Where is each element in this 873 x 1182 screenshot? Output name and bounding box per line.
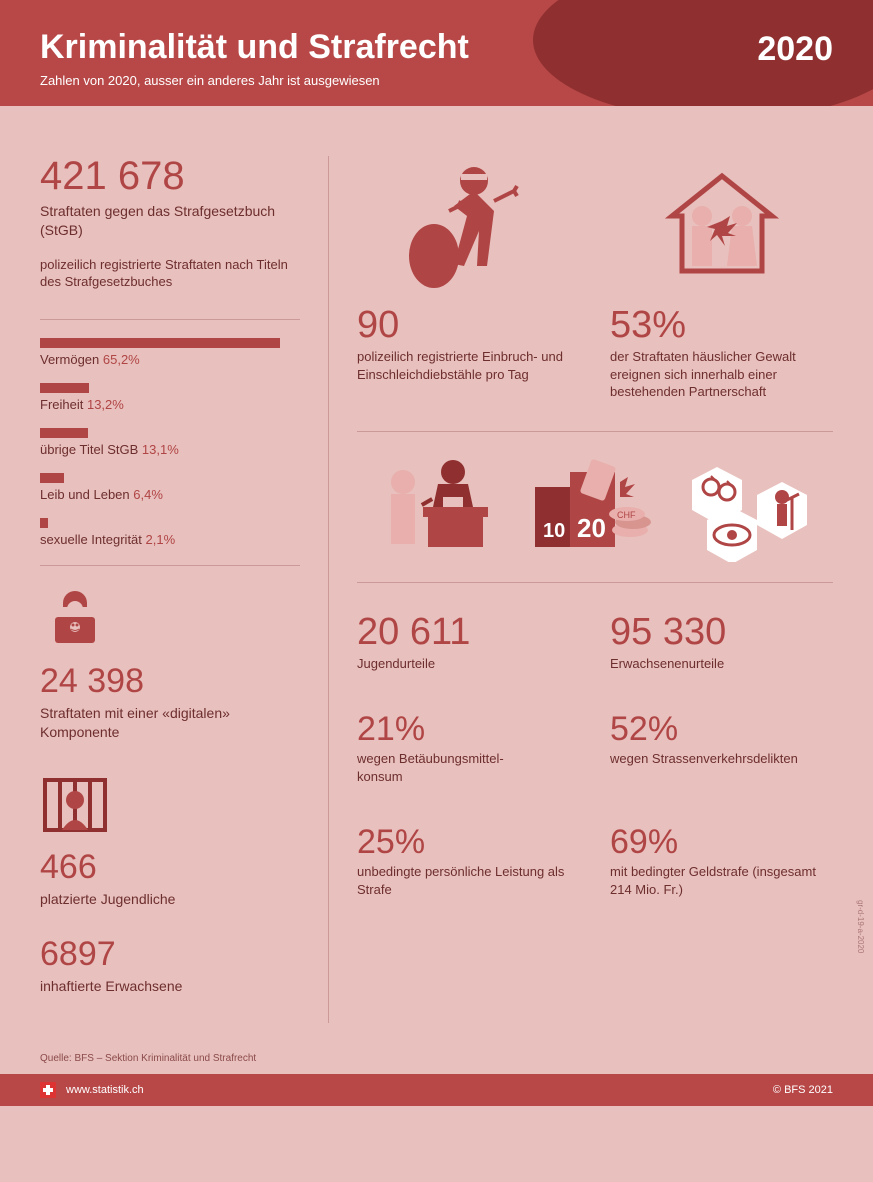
placed-youth-label: platzierte Jugendliche — [40, 890, 300, 909]
footer-copyright: © BFS 2021 — [773, 1084, 833, 1096]
placed-youth-value: 466 — [40, 850, 300, 884]
divider — [40, 319, 300, 320]
source-line: Quelle: BFS – Sektion Kriminalität und S… — [0, 1043, 873, 1074]
supervision-icon — [687, 452, 817, 562]
svg-text:20: 20 — [577, 513, 606, 543]
adult-verdicts-block: 95 330 Erwachsenenurteile — [610, 613, 833, 673]
bar-row: Freiheit 13,2% — [40, 383, 300, 412]
burglary-value: 90 — [357, 306, 580, 344]
digital-crimes-value: 24 398 — [40, 664, 300, 698]
side-reference-code: gr-d-19-a-2020 — [856, 900, 865, 953]
house-conflict-icon — [610, 156, 833, 296]
domestic-label: der Straftaten häuslicher Gewalt ereigne… — [610, 348, 833, 401]
youth-sub1-value: 21% — [357, 712, 580, 746]
footer-bar: www.statistik.ch © BFS 2021 — [0, 1074, 873, 1106]
swiss-cross-icon — [40, 1082, 56, 1098]
bar-label: Leib und Leben 6,4% — [40, 487, 300, 502]
domestic-value: 53% — [610, 306, 833, 344]
hacker-icon — [40, 584, 120, 654]
header-year: 2020 — [757, 30, 833, 69]
bar-row: sexuelle Integrität 2,1% — [40, 518, 300, 547]
fine-money-icon: 10 20 CHF — [525, 452, 655, 562]
header-bar: Kriminalität und Strafrecht 2020 Zahlen … — [0, 0, 873, 106]
placed-youth-block: 466 platzierte Jugendliche — [40, 770, 300, 909]
youth-sub2-value: 25% — [357, 825, 580, 859]
digital-crimes-block: 24 398 Straftaten mit einer «digitalen» … — [40, 584, 300, 742]
inmates-label: inhaftierte Erwachsene — [40, 977, 300, 996]
domestic-violence-block: 53% der Straftaten häuslicher Gewalt ere… — [610, 156, 833, 401]
adult-sub1-value: 52% — [610, 712, 833, 746]
adult-sub2-value: 69% — [610, 825, 833, 859]
inmates-block: 6897 inhaftierte Erwachsene — [40, 937, 300, 996]
bar-label: Freiheit 13,2% — [40, 397, 300, 412]
digital-crimes-label: Straftaten mit einer «digitalen» Kompone… — [40, 704, 300, 742]
youth-sub2-block: 25% unbedingte persönliche Leistung als … — [357, 825, 580, 898]
bar-row: Leib und Leben 6,4% — [40, 473, 300, 502]
youth-sub2-label: unbedingte persönliche Leistung als Stra… — [357, 863, 580, 898]
court-icon — [373, 452, 493, 562]
adult-sub2-label: mit bedingter Geldstrafe (insgesamt 214 … — [610, 863, 833, 898]
youth-verdicts-label: Jugendurteile — [357, 655, 580, 673]
page-title: Kriminalität und Strafrecht — [40, 28, 833, 67]
divider — [40, 565, 300, 566]
youth-sub1-label: wegen Betäubungsmittel- konsum — [357, 750, 580, 785]
footer-url: www.statistik.ch — [66, 1084, 144, 1096]
svg-text:10: 10 — [543, 520, 565, 542]
left-column: 421 678 Straftaten gegen das Strafgesetz… — [40, 156, 300, 1023]
offence-type-bars: Vermögen 65,2% Freiheit 13,2% übrige Titel… — [40, 338, 300, 547]
burglary-block: 90 polizeilich registrierte Einbruch- un… — [357, 156, 580, 401]
bar-label: Vermögen 65,2% — [40, 352, 300, 367]
adult-sub1-block: 52% wegen Strassenverkehrsdelikten — [610, 712, 833, 785]
bar-label: sexuelle Integrität 2,1% — [40, 532, 300, 547]
youth-verdicts-value: 20 611 — [357, 613, 580, 651]
total-offences-sublabel: polizeilich registrierte Straftaten nach… — [40, 256, 300, 291]
burglar-icon — [357, 156, 580, 296]
bar-label: übrige Titel StGB 13,1% — [40, 442, 300, 457]
youth-sub1-block: 21% wegen Betäubungsmittel- konsum — [357, 712, 580, 785]
header-subtitle: Zahlen von 2020, ausser ein anderes Jahr… — [40, 73, 833, 88]
prison-bars-icon — [40, 770, 120, 840]
adult-sub1-label: wegen Strassenverkehrsdelikten — [610, 750, 833, 768]
vertical-divider — [328, 156, 329, 1023]
adult-sub2-block: 69% mit bedingter Geldstrafe (insgesamt … — [610, 825, 833, 898]
inmates-value: 6897 — [40, 937, 300, 971]
adult-verdicts-label: Erwachsenenurteile — [610, 655, 833, 673]
total-offences-value: 421 678 — [40, 156, 300, 196]
youth-verdicts-block: 20 611 Jugendurteile — [357, 613, 580, 673]
bar-row: übrige Titel StGB 13,1% — [40, 428, 300, 457]
bar-fill — [40, 473, 64, 483]
bar-fill — [40, 383, 89, 393]
burglary-label: polizeilich registrierte Einbruch- und E… — [357, 348, 580, 383]
sanctions-icons-row: 10 20 CHF — [357, 432, 833, 583]
bar-row: Vermögen 65,2% — [40, 338, 300, 367]
bar-fill — [40, 428, 88, 438]
total-offences-block: 421 678 Straftaten gegen das Strafgesetz… — [40, 156, 300, 291]
svg-text:CHF: CHF — [617, 510, 636, 520]
right-column: 90 polizeilich registrierte Einbruch- un… — [357, 156, 833, 1023]
adult-verdicts-value: 95 330 — [610, 613, 833, 651]
total-offences-label: Straftaten gegen das Strafgesetzbuch (St… — [40, 202, 300, 240]
bar-fill — [40, 338, 280, 348]
bar-fill — [40, 518, 48, 528]
